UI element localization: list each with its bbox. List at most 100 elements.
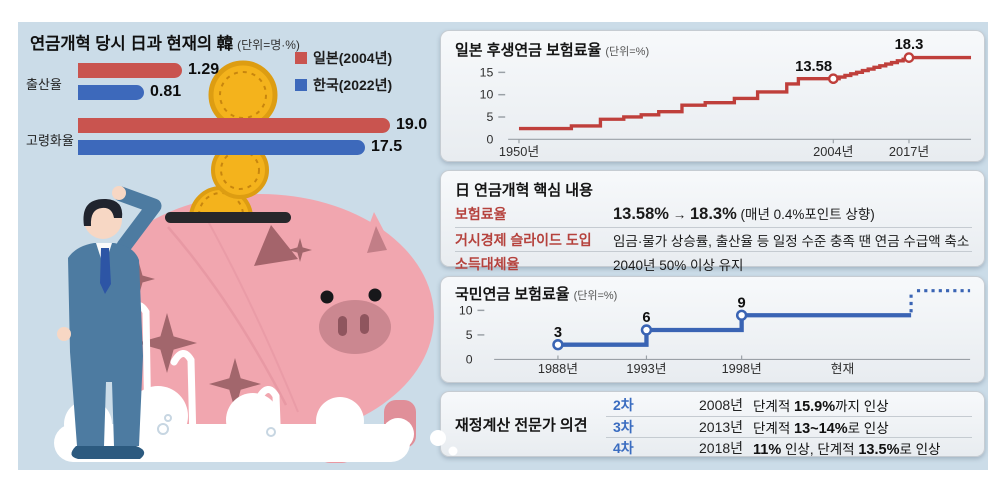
legend: 일본(2004년) 한국(2022년) xyxy=(295,48,392,102)
bar-korea xyxy=(78,140,365,155)
row-label: 보험료율 xyxy=(455,205,507,222)
legend-item-korea: 한국(2022년) xyxy=(295,75,392,95)
text-part: 임금·물가 상승률, 출산율 등 일정 수준 충족 땐 연금 수급액 축소 xyxy=(613,233,970,249)
japan-panel-title: 일본 후생연금 보험료율 (단위=%) xyxy=(455,39,649,60)
row-value: 2040년 50% 이상 유지 xyxy=(613,254,972,274)
y-tick-label: 10 xyxy=(459,303,473,317)
marker-label: 18.3 xyxy=(895,37,924,53)
text-part: 까지 인상 xyxy=(835,399,889,414)
korea-panel-title-text: 국민연금 보험료율 xyxy=(455,286,570,303)
text-part: (매년 0.4%포인트 상향) xyxy=(736,207,875,222)
highlight-number: 15.9% xyxy=(794,399,836,415)
highlight-number: 13.58% xyxy=(613,205,669,223)
data-marker xyxy=(640,324,653,336)
x-tick-label: 2017년 xyxy=(889,144,929,159)
bar-value-label: 17.5 xyxy=(371,138,403,155)
bar-korea xyxy=(78,85,144,100)
table-row: 보험료율 13.58% → 18.3% (매년 0.4%포인트 상향) xyxy=(455,201,972,226)
opinion-text: 단계적 15.9%까지 인상 xyxy=(753,395,889,415)
expert-opinion-panel: 재정계산 전문가 의견 2차 2008년 단계적 15.9%까지 인상 3차 2… xyxy=(440,391,985,459)
divider xyxy=(606,416,972,417)
table-row: 2차 2008년 단계적 15.9%까지 인상 xyxy=(441,395,972,416)
data-marker xyxy=(552,339,564,351)
piggy-bank-icon xyxy=(86,186,434,463)
korea-rate-step-line xyxy=(557,313,912,347)
category-label: 고령화율 xyxy=(26,133,74,148)
korea-legend-label: 한국(2022년) xyxy=(313,77,393,93)
highlight-number: 11% xyxy=(753,442,782,458)
legend-item-japan: 일본(2004년) xyxy=(295,48,392,68)
divider xyxy=(455,227,972,228)
y-tick-label: 5 xyxy=(466,328,473,342)
japan-panel-unit: (단위=%) xyxy=(605,46,650,58)
y-tick-label: 15 xyxy=(480,65,494,79)
text-part: 로 인상 xyxy=(847,421,889,436)
text-part: 2040년 50% 이상 유지 xyxy=(613,257,744,273)
year-label: 2013년 xyxy=(699,419,744,435)
x-tick-label: 현재 xyxy=(831,361,854,376)
table-row: 4차 2018년 11% 인상, 단계적 13.5%로 인상 xyxy=(441,438,972,459)
x-tick-label: 1950년 xyxy=(499,144,539,159)
table-row: 거시경제 슬라이드 도입 임금·물가 상승률, 출산율 등 일정 수준 충족 땐… xyxy=(455,228,972,251)
x-tick-label: 1988년 xyxy=(538,361,578,376)
category-label: 출산율 xyxy=(26,77,62,92)
korea-legend-swatch xyxy=(295,79,307,91)
text-part: 인상, 단계적 xyxy=(781,442,859,457)
opinion-text: 단계적 13~14%로 인상 xyxy=(753,417,889,437)
round-label: 2차 xyxy=(613,397,634,413)
japan-legend-label: 일본(2004년) xyxy=(313,50,393,66)
marker-label: 9 xyxy=(738,295,746,311)
bar-japan xyxy=(78,118,390,133)
highlight-number: 18.3% xyxy=(689,205,737,223)
korea-panel-title: 국민연금 보험료율 (단위=%) xyxy=(455,283,617,304)
marker-label: 6 xyxy=(642,310,650,326)
left-chart-title-text: 연금개혁 당시 日과 현재의 韓 xyxy=(30,35,234,53)
text-part: → xyxy=(668,207,690,222)
bar-japan xyxy=(78,63,182,78)
divider xyxy=(606,437,972,438)
opinion-text: 11% 인상, 단계적 13.5%로 인상 xyxy=(753,438,940,458)
row-value: 13.58% → 18.3% (매년 0.4%포인트 상향) xyxy=(613,203,972,224)
highlight-number: 13.5% xyxy=(858,442,900,458)
data-marker xyxy=(827,73,839,85)
japan-reform-title: 日 연금개혁 핵심 내용 xyxy=(455,182,593,199)
japan-panel-title-text: 일본 후생연금 보험료율 xyxy=(455,42,602,59)
year-label: 2018년 xyxy=(699,440,744,456)
text-part: 로 인상 xyxy=(899,442,941,457)
japan-rate-step-line xyxy=(518,55,972,131)
coin-slot xyxy=(165,212,291,223)
falling-coin-icons xyxy=(208,60,278,199)
y-tick-label: 10 xyxy=(480,88,494,102)
infographic-content: 연금개혁 당시 日과 현재의 韓 (단위=명·%) 일본(2004년) 한국(20… xyxy=(18,22,988,470)
bar-value-label: 0.81 xyxy=(150,83,182,100)
text-part: 단계적 xyxy=(753,399,795,414)
round-label: 4차 xyxy=(613,440,634,456)
bar-value-label: 19.0 xyxy=(396,116,428,133)
table-row: 소득대체율 2040년 50% 이상 유지 xyxy=(455,252,972,275)
row-label: 거시경제 슬라이드 도입 xyxy=(455,231,592,248)
left-chart-unit: (단위=명·%) xyxy=(237,38,300,52)
left-chart-title: 연금개혁 당시 日과 현재의 韓 (단위=명·%) xyxy=(30,30,300,54)
row-value: 임금·물가 상승률, 출산율 등 일정 수준 충족 땐 연금 수급액 축소 xyxy=(613,230,972,250)
x-tick-label: 1998년 xyxy=(722,361,762,376)
y-tick-label: 0 xyxy=(487,132,494,146)
man-illustration xyxy=(57,186,162,459)
marker-label: 13.58 xyxy=(795,59,832,75)
row-label: 소득대체율 xyxy=(455,255,520,272)
round-label: 3차 xyxy=(613,419,634,435)
y-tick-label: 5 xyxy=(487,110,494,124)
marker-label: 3 xyxy=(554,325,562,341)
korea-rate-panel: 국민연금 보험료율 (단위=%) 0 5 10 1988년 1993년 1998년 현재 3 6 9 xyxy=(440,276,985,383)
japan-rate-panel: 일본 후생연금 보험료율 (단위=%) 0 5 10 15 1950년 2004년 2017년… xyxy=(440,30,985,162)
divider xyxy=(455,251,972,252)
x-tick-label: 2004년 xyxy=(813,144,853,159)
y-tick-label: 0 xyxy=(466,352,473,366)
future-dotted-line xyxy=(909,289,971,313)
korea-rate-chart: 0 5 10 1988년 1993년 1998년 현재 3 6 9 xyxy=(459,289,971,376)
japan-rate-chart: 0 5 10 15 1950년 2004년 2017년 13.58 18.3 xyxy=(480,37,972,159)
data-marker xyxy=(735,309,748,321)
year-label: 2008년 xyxy=(699,397,744,413)
expert-opinion-title: 재정계산 전문가 의견 xyxy=(455,416,588,434)
x-tick-label: 1993년 xyxy=(626,361,666,376)
highlight-number: 13~14% xyxy=(794,421,848,437)
